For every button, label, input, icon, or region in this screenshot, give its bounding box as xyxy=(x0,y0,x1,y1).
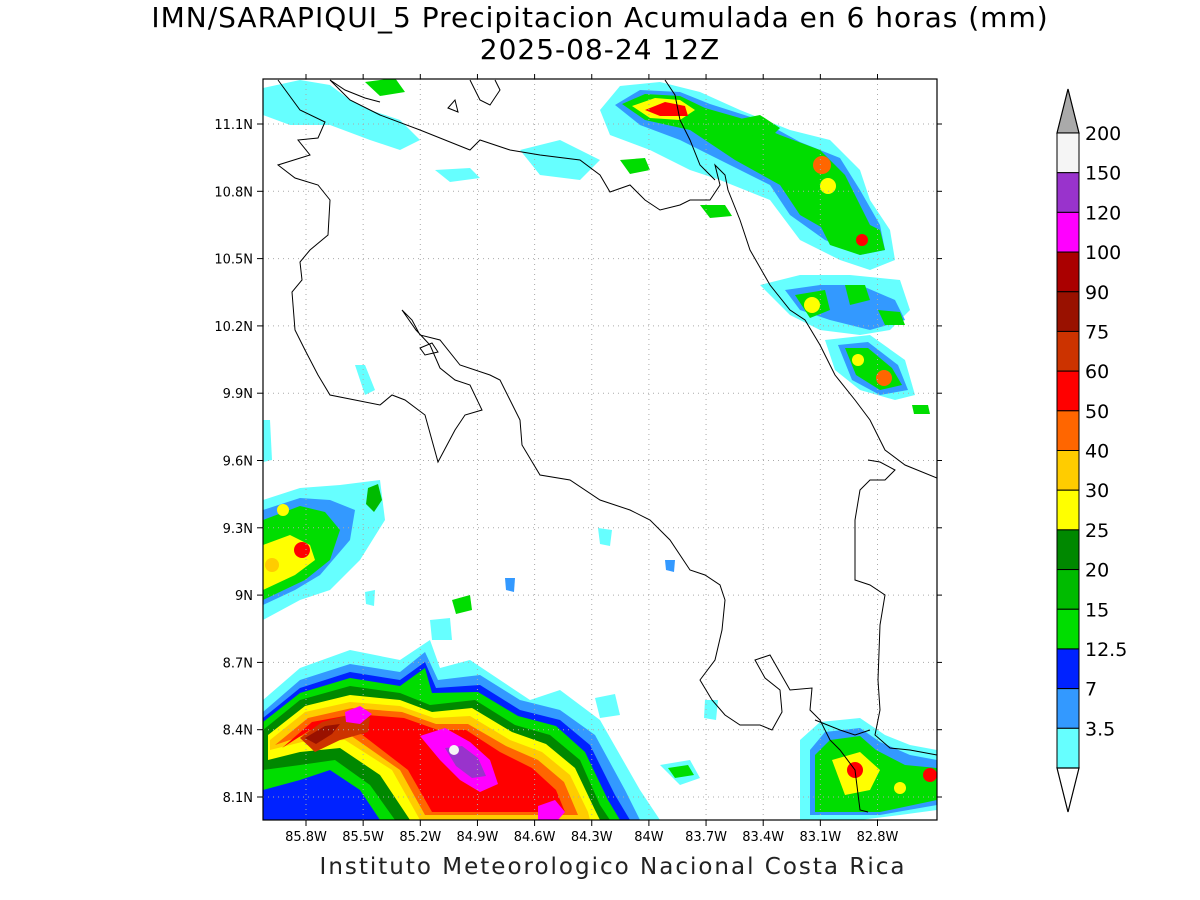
lat-tick-label: 10.5N xyxy=(214,253,253,268)
map-title: IMN/SARAPIQUI_5 Precipitacion Acumulada … xyxy=(151,1,1049,34)
colorbar-swatch xyxy=(1056,727,1080,769)
colorbar-label: 100 xyxy=(1085,242,1121,264)
map-frame xyxy=(262,78,938,821)
colorbar-swatch xyxy=(1056,569,1080,610)
lon-tick-label: 84W xyxy=(634,830,664,845)
colorbar-label: 40 xyxy=(1085,441,1109,463)
lon-tick-label: 84.9W xyxy=(457,830,499,845)
colorbar-swatch xyxy=(1056,450,1080,491)
lon-tick-label: 83.4W xyxy=(742,830,784,845)
colorbar-label: 25 xyxy=(1085,520,1109,542)
lat-tick-label: 10.2N xyxy=(214,320,253,335)
colorbar-label: 200 xyxy=(1085,123,1121,145)
colorbar-swatch xyxy=(1056,489,1080,531)
lon-tick-label: 82.8W xyxy=(857,830,899,845)
colorbar-swatch xyxy=(1056,410,1080,451)
lon-tick-label: 85.5W xyxy=(342,830,384,845)
lat-tick-label: 11.1N xyxy=(214,118,253,133)
colorbar-swatch xyxy=(1056,370,1080,412)
colorbar-bottom-arrow xyxy=(1056,767,1080,813)
lat-tick-label: 10.8N xyxy=(214,185,253,200)
precipitation-field xyxy=(263,79,937,820)
lon-tick-label: 84.3W xyxy=(571,830,613,845)
lon-tick-label: 85.8W xyxy=(285,830,327,845)
colorbar-label: 12.5 xyxy=(1085,639,1127,661)
colorbar-swatch xyxy=(1056,648,1080,690)
colorbar-label: 75 xyxy=(1085,321,1109,343)
lon-tick-label: 85.2W xyxy=(399,830,441,845)
lat-tick-label: 9.6N xyxy=(223,455,253,470)
lat-tick-label: 8.1N xyxy=(223,791,253,806)
colorbar-swatch xyxy=(1056,172,1080,213)
colorbar-label: 7 xyxy=(1085,679,1097,701)
colorbar-label: 50 xyxy=(1085,401,1109,423)
lat-tick-label: 9.3N xyxy=(223,522,253,537)
colorbar-label: 60 xyxy=(1085,361,1109,383)
colorbar-label: 90 xyxy=(1085,282,1109,304)
colorbar-swatch xyxy=(1056,688,1080,729)
colorbar-swatch xyxy=(1056,132,1080,174)
coastline xyxy=(276,79,937,813)
colorbar-label: 3.5 xyxy=(1085,718,1115,740)
map-date: 2025-08-24 12Z xyxy=(479,33,721,66)
lat-tick-label: 9.9N xyxy=(223,387,253,402)
colorbar-label: 30 xyxy=(1085,480,1109,502)
lat-tick-label: 9N xyxy=(235,589,253,604)
lon-tick-label: 83.1W xyxy=(799,830,841,845)
lat-tick-label: 8.7N xyxy=(223,656,253,671)
footer-credit: Instituto Meteorologico Nacional Costa R… xyxy=(319,854,907,880)
colorbar-label: 150 xyxy=(1085,163,1121,185)
colorbar-swatch xyxy=(1056,529,1080,571)
colorbar-label: 15 xyxy=(1085,599,1109,621)
lon-tick-label: 83.7W xyxy=(685,830,727,845)
map-axes: 85.8W 85.5W 85.2W 84.9W 84.6W 84.3W 84W 83.7W 83… xyxy=(214,74,942,845)
colorbar-label: 20 xyxy=(1085,560,1109,582)
colorbar-top-arrow xyxy=(1056,88,1080,134)
colorbar-legend: 200 150 120 100 90 75 60 50 40 30 25 20 15 12.5 7 3.5 xyxy=(1056,88,1127,813)
colorbar-swatch xyxy=(1056,291,1080,332)
lat-tick-label: 8.4N xyxy=(223,724,253,739)
lon-tick-label: 84.6W xyxy=(514,830,556,845)
colorbar-swatch xyxy=(1056,251,1080,293)
colorbar-label: 120 xyxy=(1085,202,1121,224)
colorbar-swatch xyxy=(1056,211,1080,253)
map-graticule xyxy=(263,79,937,820)
colorbar-swatch xyxy=(1056,330,1080,372)
colorbar-swatch xyxy=(1056,608,1080,650)
